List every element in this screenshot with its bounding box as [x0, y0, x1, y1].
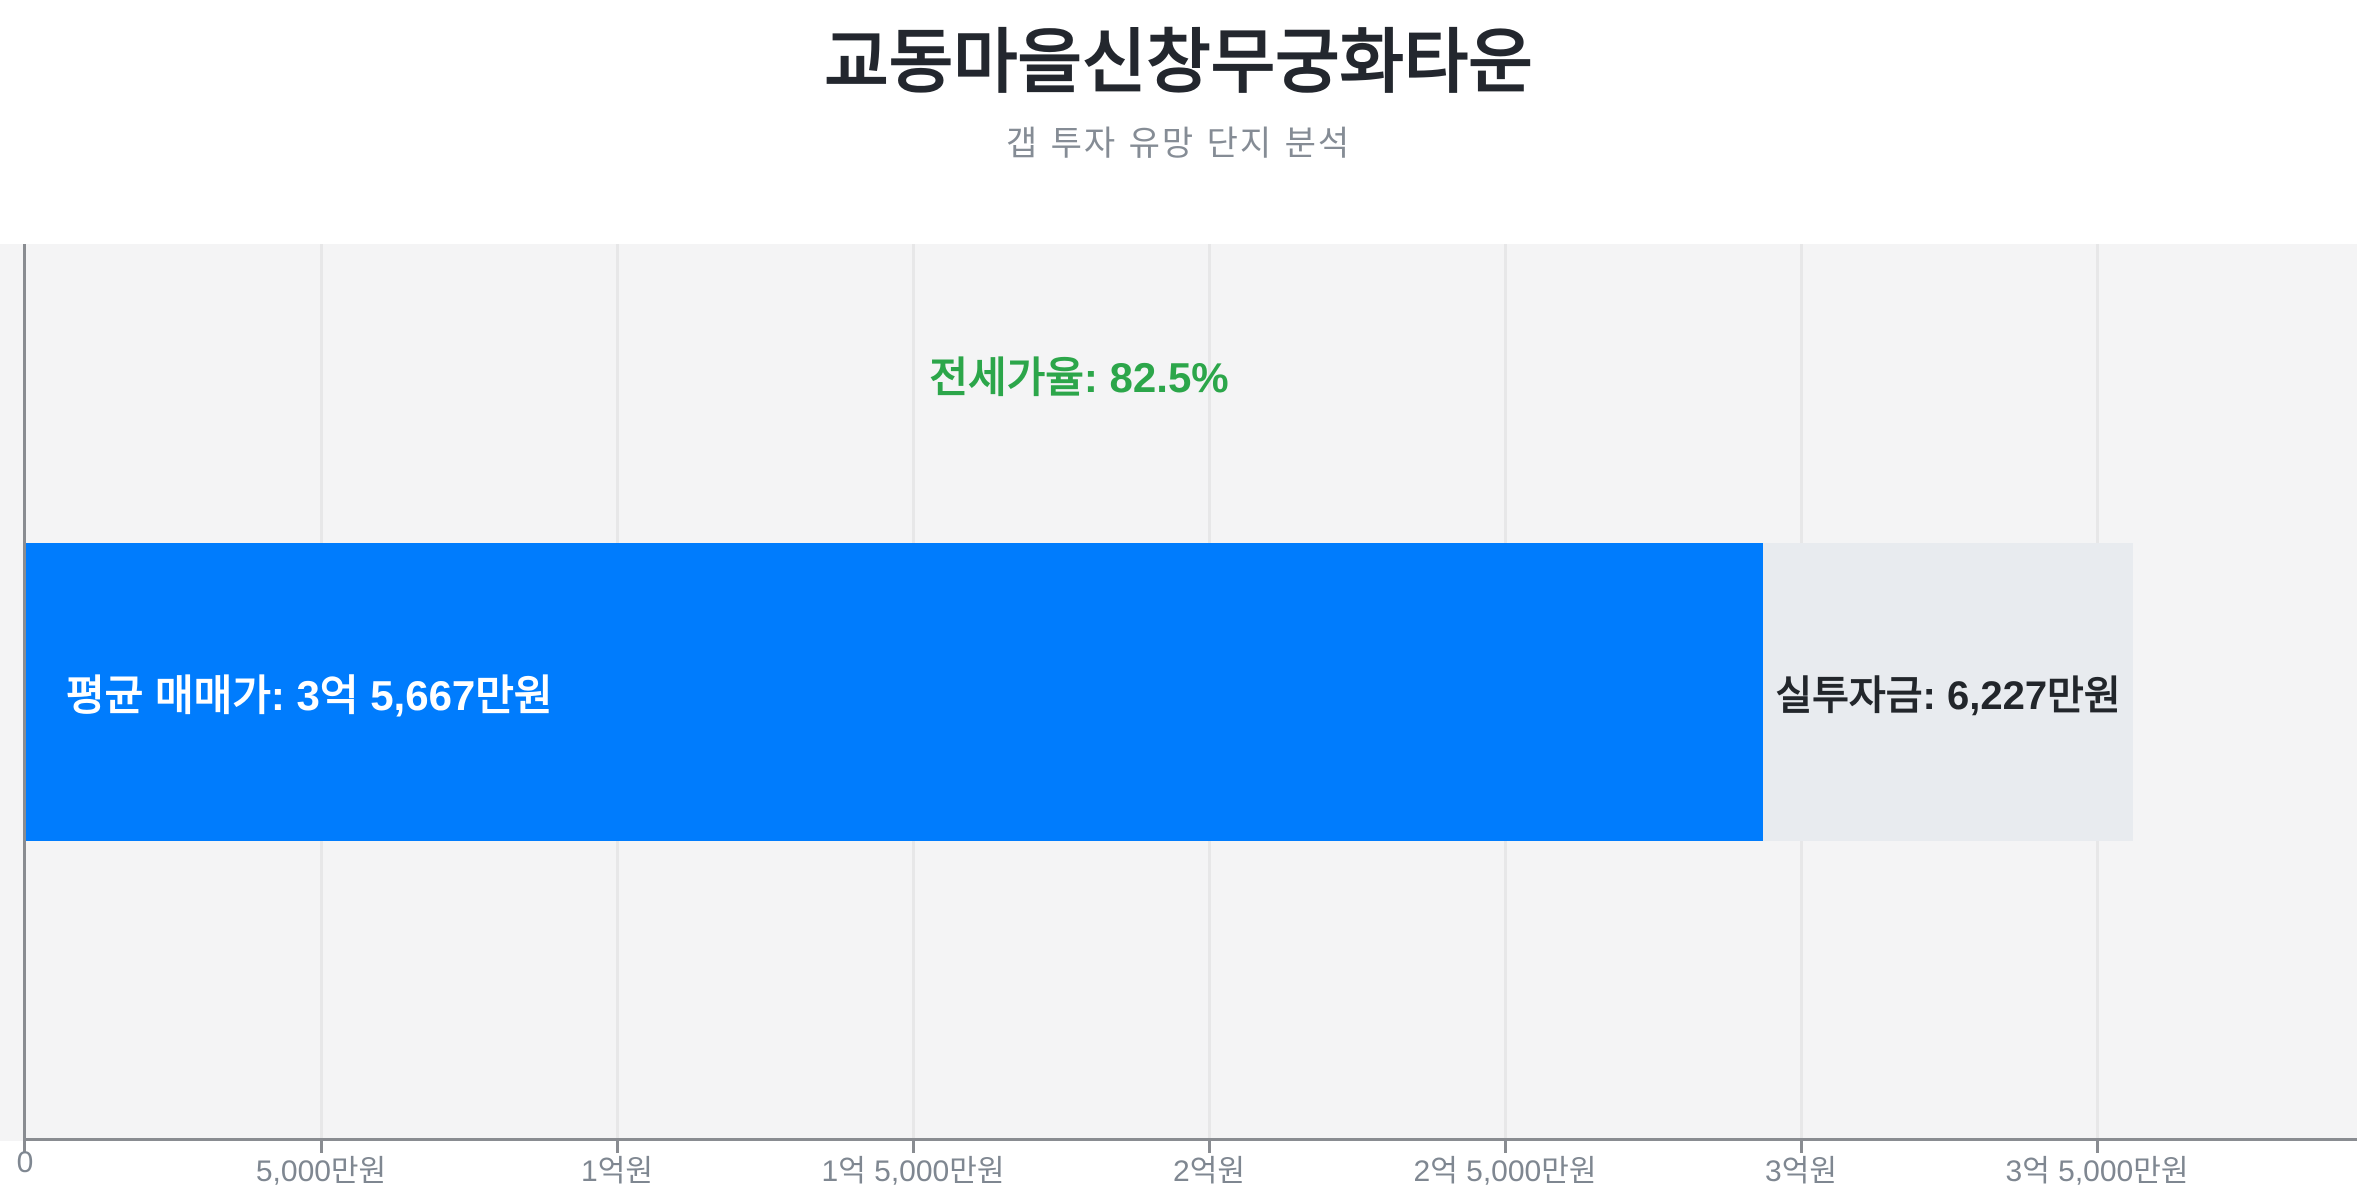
x-axis-tick [912, 1141, 915, 1153]
plot-area: 전세가율: 82.5% 평균 매매가: 3억 5,667만원 실투자금: 6,2… [0, 244, 2357, 1153]
investment-gap-bar-segment [1763, 543, 2133, 841]
x-axis-tick [2096, 1141, 2099, 1153]
y-axis-line [23, 244, 26, 1141]
x-tick-label: 3억 5,000만원 [2005, 1155, 2189, 1188]
x-axis-tick [1504, 1141, 1507, 1153]
page-title: 교동마을신창무궁화타운 [824, 23, 1533, 101]
jeonse-ratio-annotation: 전세가율: 82.5% [929, 354, 1229, 401]
x-axis-tick [320, 1141, 323, 1153]
actual-investment-label: 실투자금: 6,227만원 [1775, 674, 2121, 718]
x-axis-tick [1800, 1141, 1803, 1153]
x-axis-label-row: 0 5,000만원 1억원 1억 5,000만원 2억원 2억 5,000만원 … [0, 1146, 2357, 1196]
x-tick-label: 1억원 [581, 1155, 653, 1188]
page-subtitle: 갭 투자 유망 단지 분석 [1005, 125, 1352, 163]
jeonse-price-bar-segment [26, 543, 1763, 841]
x-axis-tick [23, 1141, 26, 1153]
x-tick-label: 1억 5,000만원 [821, 1155, 1005, 1188]
x-tick-label: 3억원 [1765, 1155, 1837, 1188]
x-tick-label: 2억원 [1173, 1155, 1245, 1188]
x-axis-tick [1208, 1141, 1211, 1153]
x-axis-line [23, 1138, 2357, 1141]
average-sale-price-label: 평균 매매가: 3억 5,667만원 [66, 671, 553, 719]
x-tick-label: 2억 5,000만원 [1413, 1155, 1597, 1188]
x-axis-tick [616, 1141, 619, 1153]
x-tick-label: 5,000만원 [255, 1155, 387, 1188]
x-tick-label: 0 [16, 1146, 34, 1179]
bar-row: 평균 매매가: 3억 5,667만원 실투자금: 6,227만원 [0, 543, 2357, 841]
